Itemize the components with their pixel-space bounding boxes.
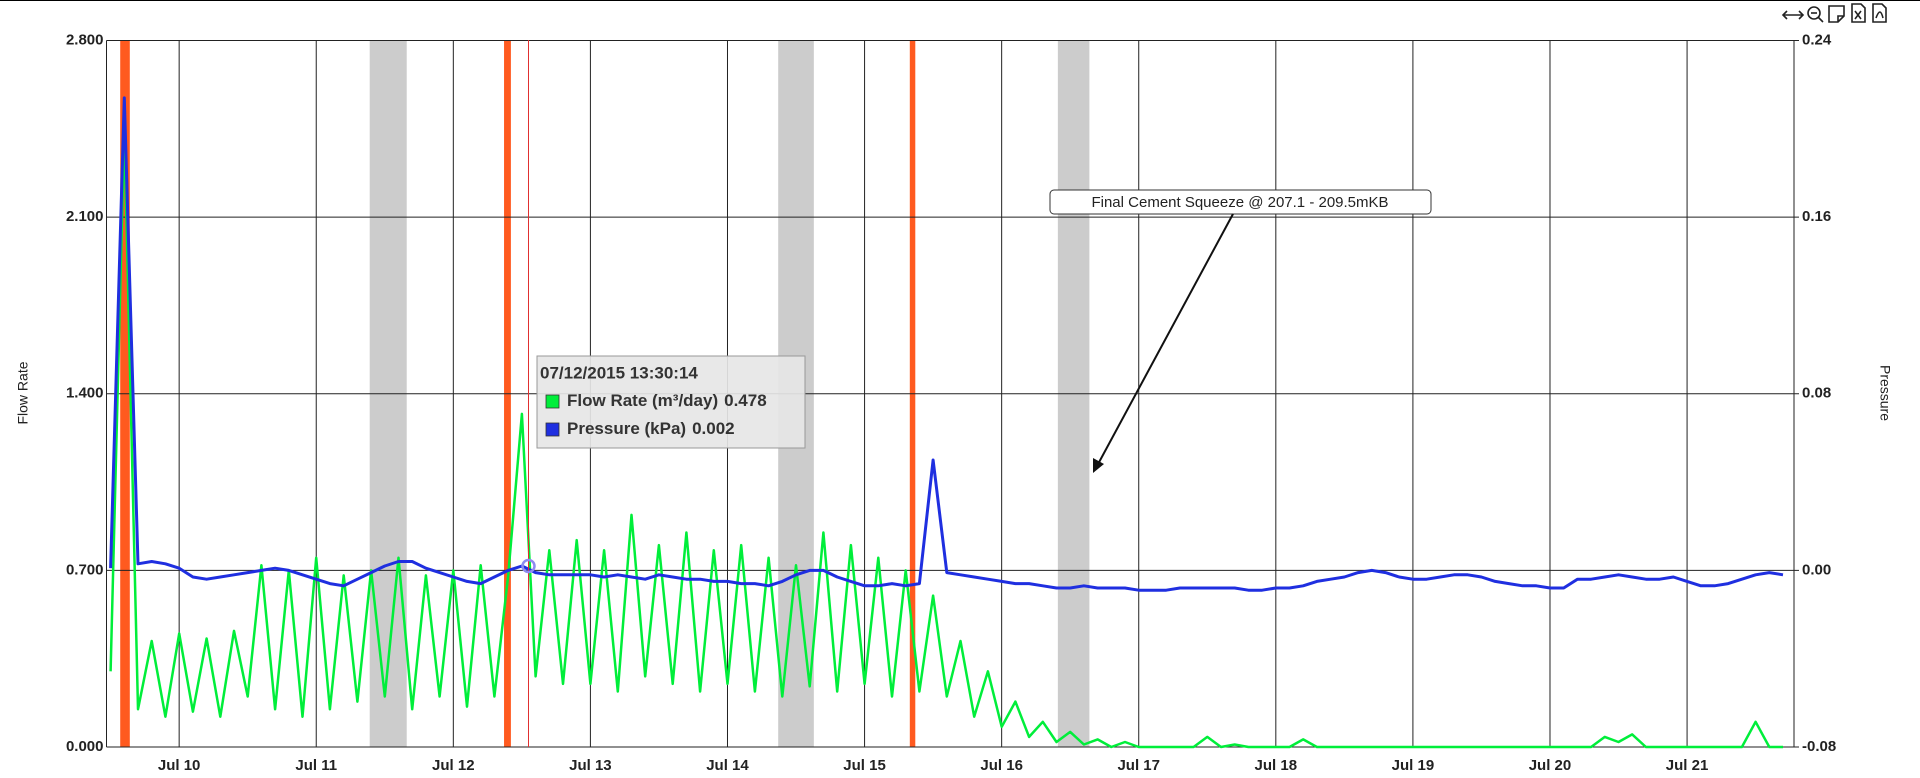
- series-line: [109, 127, 1783, 749]
- arrow-head: [1093, 458, 1104, 473]
- x-tick-label: Jul 19: [1392, 757, 1435, 774]
- tooltip-item: Flow Rate (m³/day) 0.478: [567, 391, 767, 410]
- x-tick-label: Jul 12: [432, 757, 475, 774]
- tooltip-series-name: Pressure (kPa): [567, 419, 686, 438]
- annotate-icon[interactable]: [1828, 5, 1845, 23]
- x-tick-label: Jul 18: [1255, 757, 1298, 774]
- y-tick-label: 2.800: [66, 31, 104, 48]
- y2-axis-title: Pressure: [1877, 365, 1893, 421]
- tooltip-swatch: [545, 394, 560, 409]
- tooltip: 07/12/2015 13:30:14 Flow Rate (m³/day) 0.4…: [521, 355, 806, 574]
- excel-icon[interactable]: [1851, 3, 1866, 23]
- y-tick-label: 0.000: [66, 738, 104, 755]
- toolbar[interactable]: [1781, 3, 1887, 23]
- y-tick-label: 0.700: [66, 561, 104, 578]
- grid: [106, 40, 1799, 748]
- y2-tick-label: 0.08: [1802, 385, 1831, 402]
- tooltip-box: [536, 355, 806, 449]
- y2-tick-label: 0.24: [1802, 31, 1832, 48]
- x-tick-label: Jul 21: [1666, 757, 1709, 774]
- tooltip-swatch: [545, 422, 560, 437]
- x-tick-label: Jul 11: [295, 757, 337, 774]
- x-tick-label: Jul 13: [569, 757, 612, 774]
- x-tick-label: Jul 10: [158, 757, 201, 774]
- tooltip-item: Pressure (kPa) 0.002: [567, 419, 735, 438]
- tooltip-value: 0.002: [692, 419, 735, 438]
- tooltip-series-name: Flow Rate (m³/day): [567, 391, 718, 410]
- y2-tick-label: 0.16: [1802, 208, 1831, 225]
- hover-marker: [521, 558, 536, 574]
- y-tick-label: 2.100: [66, 208, 104, 225]
- x-tick-label: Jul 15: [843, 757, 886, 774]
- tooltip-title: 07/12/2015 13:30:14: [540, 363, 698, 382]
- tooltip-value: 0.478: [724, 391, 767, 410]
- annotation-arrow: [1096, 213, 1234, 467]
- x-tick-label: Jul 14: [706, 757, 749, 774]
- pan-icon[interactable]: [1781, 10, 1805, 20]
- y2-tick-label: -0.08: [1802, 738, 1836, 755]
- annotation-text: Final Cement Squeeze @ 207.1 - 209.5mKB: [1091, 194, 1388, 211]
- y-axis-title: Flow Rate: [15, 361, 31, 424]
- axis-labels: Jul 10 Jul 11 Jul 12 Jul 13 Jul 14 Jul 15 Jul …: [66, 31, 1836, 774]
- annotation: Final Cement Squeeze @ 207.1 - 209.5mKB: [1049, 189, 1432, 473]
- zoom-out-icon[interactable]: [1807, 6, 1824, 23]
- y-tick-label: 1.400: [66, 385, 104, 402]
- x-tick-label: Jul 16: [980, 757, 1023, 774]
- y2-tick-label: 0.00: [1802, 561, 1831, 578]
- annotation-box: [1049, 189, 1432, 215]
- x-tick-label: Jul 17: [1117, 757, 1160, 774]
- x-tick-label: Jul 20: [1529, 757, 1572, 774]
- series: [109, 96, 1784, 749]
- series-line: [109, 96, 1784, 592]
- pdf-icon[interactable]: [1872, 3, 1887, 23]
